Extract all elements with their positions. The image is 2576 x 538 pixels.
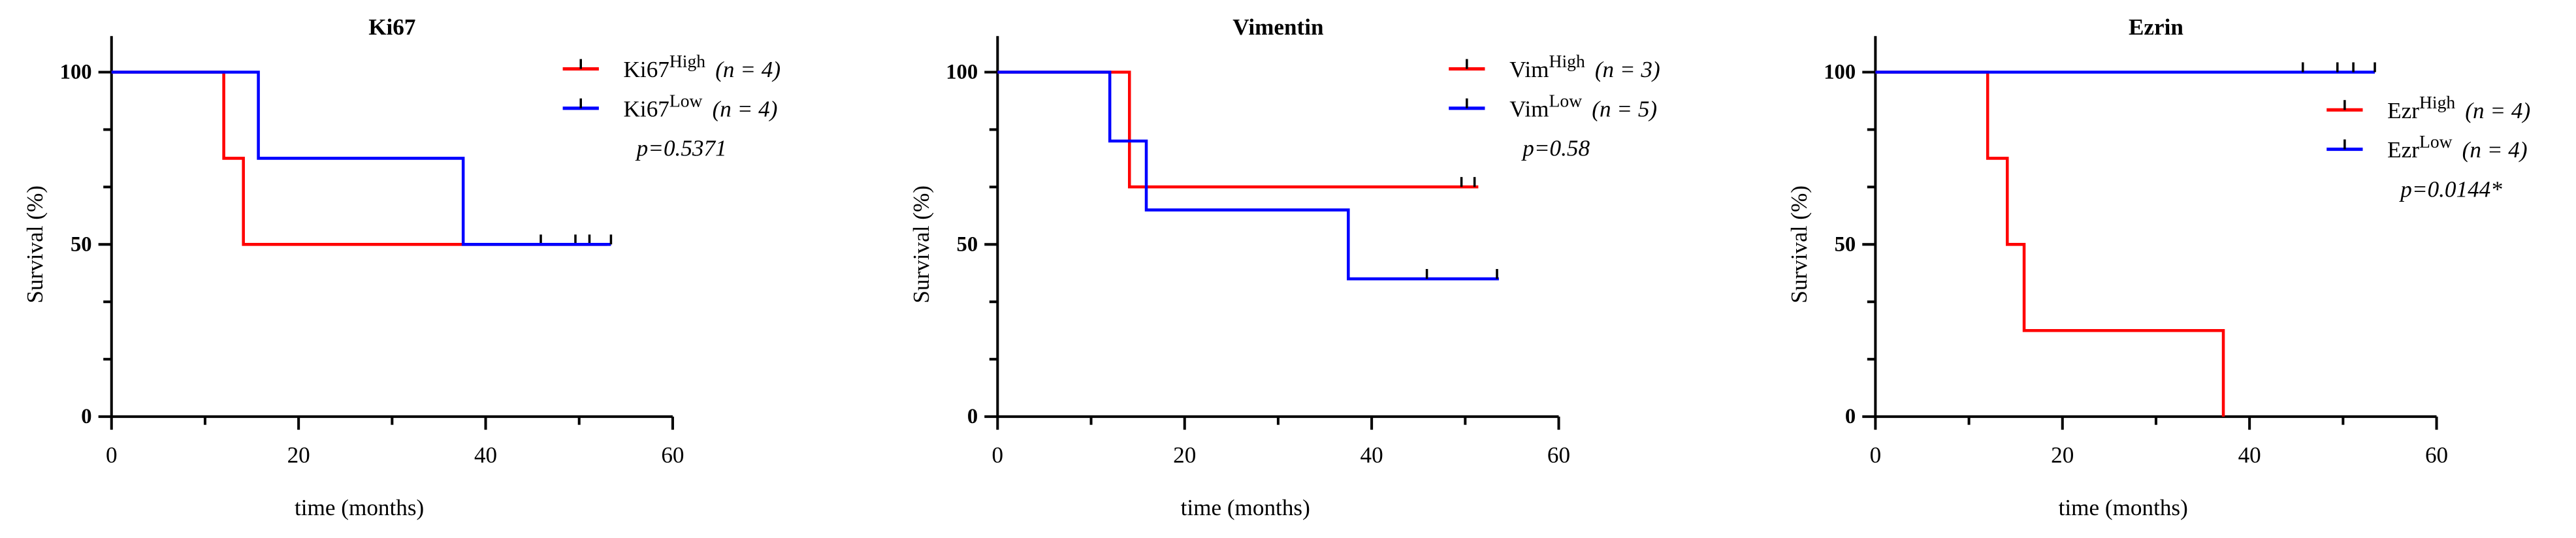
p-value: p=0.5371 xyxy=(635,136,727,161)
y-tick-label: 100 xyxy=(60,61,92,84)
x-tick-label: 60 xyxy=(2425,442,2448,467)
y-tick-label: 50 xyxy=(1835,232,1856,256)
chart-title: Vimentin xyxy=(1232,14,1324,40)
x-tick-label: 20 xyxy=(2051,442,2074,467)
y-tick-label: 0 xyxy=(81,405,91,428)
y-axis-label: Survival (%) xyxy=(1786,185,1812,304)
legend-name: Ezr xyxy=(2387,98,2419,123)
panel: Ki67 0 50 100 0 20 40 60 time (months) Survival (… xyxy=(22,14,781,520)
x-tick-label: 0 xyxy=(1870,442,1882,467)
y-tick-label: 50 xyxy=(957,232,978,256)
legend-name: Ki67 xyxy=(624,57,669,82)
legend-label: EzrLow (n = 4) xyxy=(2387,131,2527,163)
x-axis-label: time (months) xyxy=(295,495,424,520)
legend-n: (n = 3) xyxy=(1595,57,1660,82)
x-axis-label: time (months) xyxy=(1181,495,1310,520)
legend-sup: High xyxy=(1549,51,1585,71)
survival-curve xyxy=(997,71,1479,189)
x-tick-label: 0 xyxy=(106,442,118,467)
x-tick-label: 40 xyxy=(474,442,497,467)
legend-sup: High xyxy=(669,51,705,71)
legend-label: Ki67High (n = 4) xyxy=(624,51,781,82)
legend-n: (n = 4) xyxy=(715,57,781,82)
panel: Vimentin 0 50 100 0 20 40 60 time (months) Surviv… xyxy=(909,14,1660,520)
y-tick-label: 0 xyxy=(1845,405,1856,428)
legend-label: VimHigh (n = 3) xyxy=(1509,51,1660,82)
legend-label: EzrHigh (n = 4) xyxy=(2387,92,2530,123)
p-value: p=0.58 xyxy=(1521,136,1590,161)
p-value: p=0.0144* xyxy=(2398,176,2502,202)
legend-name: Vim xyxy=(1509,57,1549,82)
chart-title: Ki67 xyxy=(368,14,415,40)
legend-name: Ki67 xyxy=(624,96,669,121)
y-tick-label: 50 xyxy=(71,232,92,256)
legend-n: (n = 4) xyxy=(713,96,778,121)
y-axis-label: Survival (%) xyxy=(22,185,48,304)
y-tick-label: 100 xyxy=(1824,61,1856,84)
survival-curve xyxy=(111,71,611,246)
legend-sup: Low xyxy=(2419,131,2453,151)
x-tick-label: 40 xyxy=(1360,442,1383,467)
legend-sup: Low xyxy=(1549,90,1583,110)
legend-sup: High xyxy=(2419,92,2455,112)
legend-n: (n = 5) xyxy=(1592,96,1657,121)
x-axis-label: time (months) xyxy=(2059,495,2188,520)
legend-n: (n = 4) xyxy=(2465,98,2530,123)
legend-label: Ki67Low (n = 4) xyxy=(624,90,778,121)
x-tick-label: 0 xyxy=(992,442,1004,467)
x-tick-label: 40 xyxy=(2238,442,2261,467)
survival-curve xyxy=(997,71,1499,281)
y-axis-label: Survival (%) xyxy=(909,185,934,304)
x-tick-label: 20 xyxy=(1173,442,1196,467)
y-tick-label: 0 xyxy=(967,405,978,428)
panel: Ezrin 0 50 100 0 20 40 60 time (months) Survival … xyxy=(1786,14,2530,520)
legend-n: (n = 4) xyxy=(2462,137,2528,163)
legend-sup: Low xyxy=(669,90,703,110)
x-tick-label: 60 xyxy=(661,442,684,467)
survival-curve xyxy=(1875,71,2225,417)
chart-title: Ezrin xyxy=(2129,14,2183,40)
legend-name: Ezr xyxy=(2387,137,2419,163)
y-tick-label: 100 xyxy=(946,61,978,84)
legend-name: Vim xyxy=(1509,96,1549,121)
x-tick-label: 60 xyxy=(1547,442,1570,467)
x-tick-label: 20 xyxy=(287,442,310,467)
legend-label: VimLow (n = 5) xyxy=(1509,90,1657,121)
